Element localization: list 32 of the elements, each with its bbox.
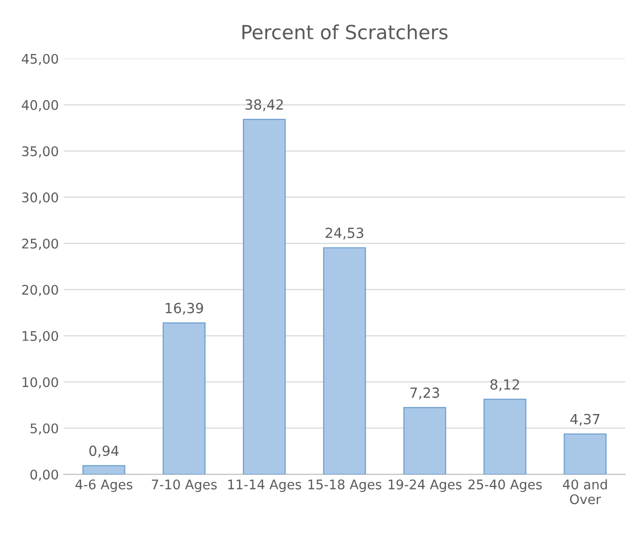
bar (323, 247, 366, 474)
data-label: 4,37 (570, 414, 600, 426)
y-tick-label: 0,00 (30, 470, 58, 481)
data-label: 8,12 (490, 379, 520, 392)
bar (162, 322, 206, 474)
x-tick-label: 25-40 Ages (468, 479, 542, 492)
x-tick-label: 7-10 Ages (152, 479, 217, 492)
x-tick-label: 19-24 Ages (388, 479, 462, 492)
x-tick-label: 40 and Over (562, 479, 607, 504)
bar (403, 407, 446, 474)
data-label: 0,94 (89, 446, 119, 458)
y-tick-label: 25,00 (22, 238, 58, 250)
y-tick-label: 35,00 (22, 146, 58, 158)
data-label: 7,23 (410, 387, 440, 400)
bar (82, 465, 126, 474)
y-tick-label: 45,00 (22, 54, 58, 66)
y-tick-label: 30,00 (22, 192, 58, 204)
y-tick-label: 15,00 (22, 331, 58, 342)
bar (564, 433, 607, 474)
data-label: 24,53 (326, 228, 364, 240)
x-tick-label: 15-18 Ages (308, 479, 382, 492)
chart-title: Percent of Scratchers (242, 24, 448, 40)
y-tick-label: 20,00 (22, 284, 58, 296)
y-tick-label: 10,00 (22, 377, 58, 389)
x-tick-label: 4-6 Ages (75, 479, 132, 492)
x-tick-label: 11-14 Ages (228, 480, 302, 492)
data-label: 16,39 (166, 302, 204, 315)
bar (484, 398, 526, 474)
bar (242, 118, 286, 474)
y-tick-label: 40,00 (22, 100, 58, 112)
data-label: 38,42 (245, 99, 283, 112)
y-tick-label: 5,00 (30, 423, 58, 435)
